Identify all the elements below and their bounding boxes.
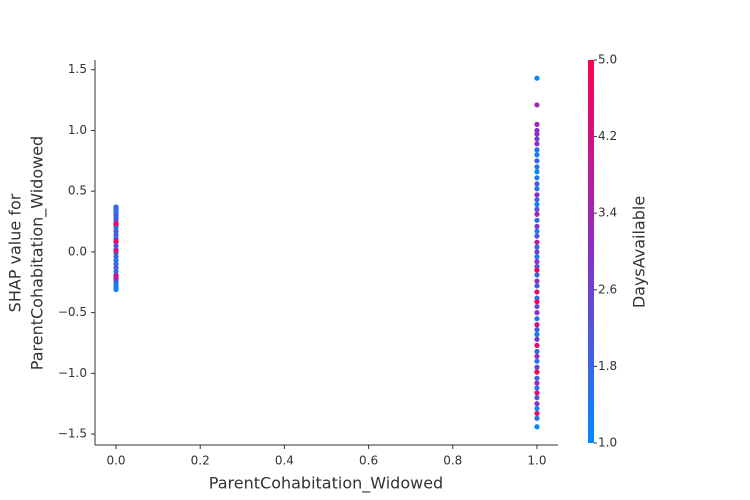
- point: [113, 261, 119, 267]
- colorbar-tick-label: 3.4: [598, 206, 617, 220]
- point: [534, 164, 540, 170]
- point: [534, 169, 540, 175]
- colorbar-tick-label: 1.0: [598, 436, 617, 450]
- x-tick-label: 0.2: [191, 454, 210, 468]
- point: [534, 181, 540, 187]
- x-tick-label: 0.6: [359, 454, 378, 468]
- point: [534, 380, 540, 386]
- point: [534, 206, 540, 212]
- y-tick-label: 0.5: [68, 184, 87, 198]
- point: [534, 369, 540, 375]
- point: [113, 243, 119, 249]
- point: [534, 244, 540, 250]
- point: [534, 358, 540, 364]
- point: [534, 424, 540, 430]
- point: [113, 248, 119, 254]
- point: [113, 276, 119, 282]
- point: [534, 395, 540, 401]
- point: [534, 348, 540, 355]
- point: [534, 175, 540, 181]
- point: [534, 385, 540, 391]
- colorbar-tick-label: 2.6: [598, 282, 617, 296]
- colorbar-tick-label: 4.2: [598, 129, 617, 143]
- point: [534, 353, 540, 359]
- point: [113, 221, 119, 227]
- point: [534, 310, 540, 316]
- point: [113, 238, 119, 244]
- x-tick-label: 0.4: [275, 454, 294, 468]
- point: [534, 259, 540, 265]
- point: [534, 131, 540, 137]
- point: [113, 265, 119, 271]
- point: [113, 228, 119, 234]
- y-tick-label: 1.5: [68, 62, 87, 76]
- point: [534, 228, 540, 234]
- point: [534, 322, 540, 328]
- point: [534, 295, 540, 301]
- point: [534, 410, 540, 417]
- point: [534, 272, 540, 278]
- point: [534, 263, 540, 270]
- point: [534, 223, 540, 229]
- colorbar-label: DaysAvailable: [630, 196, 649, 308]
- point: [534, 267, 540, 273]
- colorbar-tick-label: 1.8: [598, 359, 617, 373]
- point: [534, 405, 540, 412]
- y-tick-label: −1.5: [58, 427, 87, 441]
- point: [534, 147, 540, 153]
- point: [534, 136, 540, 142]
- point: [113, 268, 119, 274]
- point: [534, 158, 540, 164]
- point: [534, 127, 540, 134]
- y-tick-label: 1.0: [68, 123, 87, 137]
- point: [534, 375, 540, 381]
- point: [534, 289, 540, 295]
- x-axis-label: ParentCohabitation_Widowed: [209, 474, 443, 494]
- point: [534, 327, 540, 333]
- colorbar-tick-label: 5.0: [598, 53, 617, 67]
- point: [113, 257, 119, 263]
- point: [534, 342, 540, 349]
- point: [534, 254, 540, 260]
- point: [534, 102, 540, 108]
- point: [534, 141, 540, 147]
- point: [534, 364, 540, 370]
- point: [534, 283, 540, 289]
- point: [534, 211, 540, 217]
- point: [534, 336, 540, 342]
- x-tick-label: 0.8: [443, 454, 462, 468]
- x-tick-label: 1.0: [527, 454, 546, 468]
- point: [534, 390, 540, 396]
- y-tick-label: −1.0: [58, 366, 87, 380]
- point: [534, 249, 540, 255]
- y-tick-label: 0.0: [68, 244, 87, 258]
- point: [534, 75, 540, 81]
- point: [534, 278, 540, 284]
- point: [534, 331, 540, 338]
- point: [534, 197, 540, 203]
- point: [534, 192, 540, 198]
- point: [534, 415, 540, 421]
- point: [534, 233, 540, 239]
- y-tick-label: −0.5: [58, 305, 87, 319]
- y-axis-label: SHAP value for: [6, 193, 25, 312]
- colorbar: [588, 60, 594, 443]
- point: [113, 286, 119, 293]
- point: [113, 225, 119, 231]
- point: [534, 316, 540, 322]
- point: [534, 299, 540, 305]
- point: [534, 401, 540, 407]
- x-tick-label: 0.0: [106, 454, 125, 468]
- point: [534, 186, 540, 192]
- point: [534, 152, 540, 158]
- point: [534, 121, 540, 127]
- point: [534, 239, 540, 245]
- y-axis-label: ParentCohabitation_Widowed: [28, 136, 48, 370]
- point: [113, 254, 119, 260]
- point: [534, 201, 540, 208]
- point: [534, 217, 540, 223]
- point: [534, 303, 540, 310]
- point: [113, 232, 119, 238]
